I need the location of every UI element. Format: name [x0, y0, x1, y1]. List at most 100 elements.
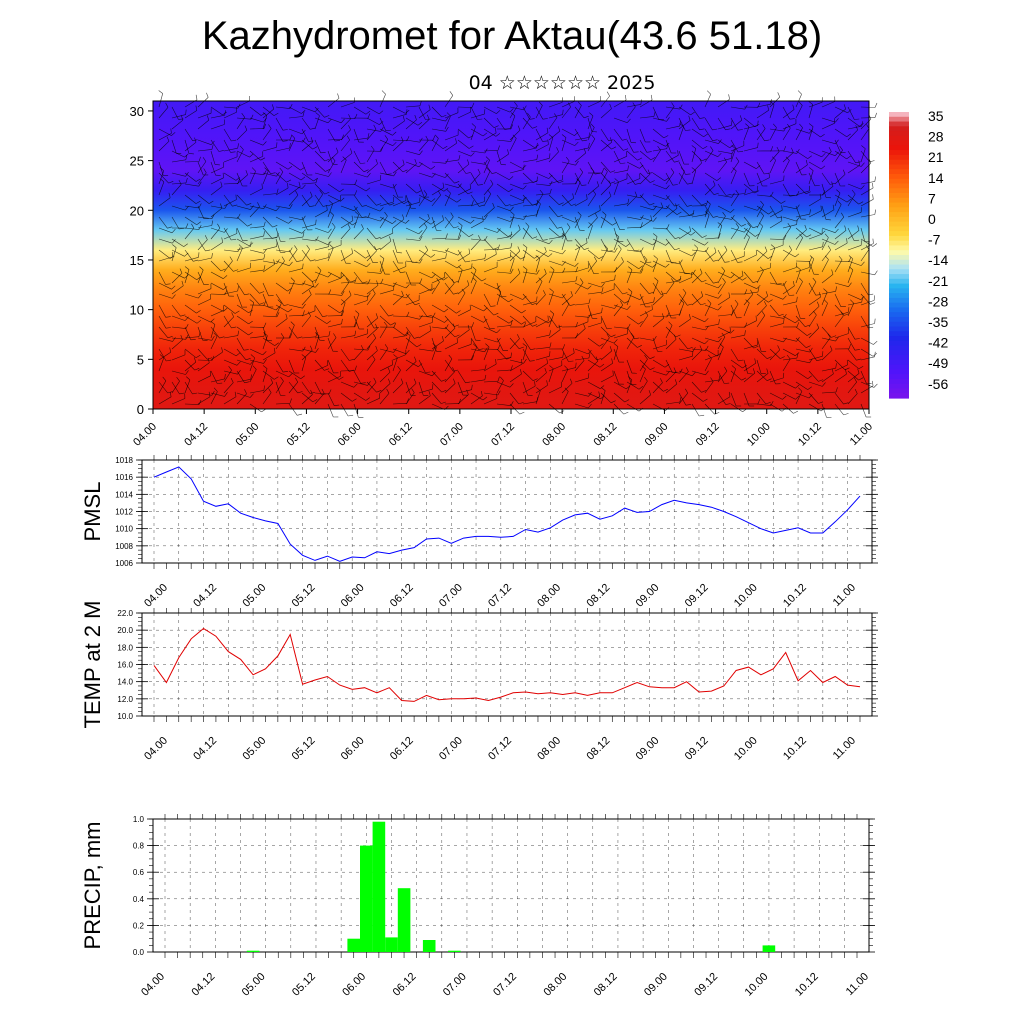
y-tick-label: 20 — [130, 203, 144, 218]
x-tick-label: 07.00 — [438, 421, 466, 449]
x-tick-label: 08.12 — [591, 421, 619, 449]
y-tick-label: 10.0 — [117, 712, 133, 721]
colorbar-label: 0 — [928, 211, 936, 227]
colorbar-cell — [889, 154, 909, 161]
colorbar-cell — [889, 116, 909, 123]
x-tick-label: 09.12 — [683, 735, 711, 763]
colorbar-cell — [889, 288, 909, 294]
colorbar-cell — [889, 188, 909, 194]
x-tick-label: 10.00 — [743, 971, 771, 999]
y-tick-label: 0.0 — [133, 948, 145, 957]
colorbar-cell — [889, 283, 909, 289]
colorbar-cell — [889, 393, 909, 399]
colorbar-cell — [889, 207, 909, 213]
x-tick-label: 05.00 — [240, 735, 268, 763]
x-tick-label: 07.00 — [441, 971, 469, 999]
colorbar-cell — [889, 269, 909, 275]
colorbar-cell — [889, 274, 909, 280]
precip-bar — [385, 937, 398, 952]
y-tick-label: 0.6 — [133, 868, 145, 877]
colorbar-cell — [889, 245, 909, 251]
x-tick-label: 10.00 — [732, 582, 760, 610]
y-tick-label: 5 — [137, 352, 144, 367]
colorbar-cell — [889, 355, 909, 361]
colorbar-cell — [889, 193, 909, 199]
colorbar-cell — [889, 131, 909, 137]
x-tick-label: 08.12 — [584, 735, 612, 763]
colorbar-label: -14 — [928, 252, 948, 268]
y-axis-label: PRECIP, mm — [80, 822, 105, 950]
precip-panel: 1.0 0.8 0.6 0.4 0.2 0.0 04.00 04.12 05.00 05.12 06… — [80, 814, 875, 999]
colorbar-cell — [889, 216, 909, 223]
chart-title: Kazhydromet for Aktau(43.6 51.18) — [201, 14, 823, 58]
x-tick-label: 04.12 — [189, 971, 217, 999]
colorbar-cell — [889, 340, 909, 347]
colorbar-cell — [889, 231, 909, 237]
colorbar-label: 35 — [928, 108, 944, 124]
colorbar-cell — [889, 345, 909, 351]
colorbar-cell — [889, 278, 909, 285]
colorbar-label: -42 — [928, 335, 948, 351]
colorbar-cell — [889, 388, 909, 394]
x-tick-label: 08.12 — [592, 971, 620, 999]
precip-bar — [448, 950, 461, 952]
y-tick-label: 0 — [137, 402, 144, 417]
x-tick-label: 11.00 — [831, 582, 858, 609]
colorbar-cell — [889, 212, 909, 218]
colorbar-cell — [889, 221, 909, 227]
x-tick-label: 08.00 — [535, 735, 563, 763]
y-tick-label: 1.0 — [133, 815, 145, 824]
colorbar-cell — [889, 183, 909, 189]
x-tick-label: 06.00 — [339, 735, 367, 763]
x-tick-label: 06.00 — [336, 421, 364, 449]
x-tick-label: 10.12 — [781, 735, 809, 763]
y-tick-label: 1016 — [115, 473, 133, 482]
x-tick-label: 07.12 — [486, 582, 514, 610]
x-tick-label: 09.12 — [683, 582, 711, 610]
colorbar-label: 21 — [928, 149, 944, 165]
colorbar-label: 7 — [928, 190, 936, 206]
x-tick-label: 09.00 — [642, 971, 670, 999]
colorbar-cell — [889, 378, 909, 385]
cross-section-panel: 0 5 10 15 20 25 30 04.00 04.12 05.00 05.12 06.00 06.… — [130, 90, 878, 449]
x-tick-label: 07.00 — [437, 735, 465, 763]
x-tick-label: 06.12 — [391, 971, 419, 999]
x-tick-label: 09.00 — [634, 582, 662, 610]
x-tick-label: 04.00 — [142, 582, 170, 610]
colorbar-cell — [889, 178, 909, 185]
x-tick-label: 05.00 — [240, 582, 268, 610]
colorbar-cell — [889, 259, 909, 266]
precip-bar — [762, 945, 776, 952]
colorbar-cell — [889, 145, 909, 151]
y-axis-label: PMSL — [80, 482, 105, 542]
colorbar-cell — [889, 121, 909, 127]
colorbar-label: -28 — [928, 293, 948, 309]
x-tick-label: 07.12 — [491, 971, 519, 999]
x-tick-label: 07.12 — [486, 735, 514, 763]
colorbar-cell — [889, 235, 909, 242]
colorbar-cell — [889, 150, 909, 156]
colorbar-cell — [889, 321, 909, 328]
x-tick-label: 04.00 — [142, 735, 170, 763]
x-tick-label: 08.00 — [535, 582, 563, 610]
x-tick-label: 10.12 — [796, 421, 824, 449]
y-tick-label: 0.8 — [133, 842, 145, 851]
x-tick-label: 05.12 — [290, 971, 318, 999]
y-tick-label: 25 — [130, 154, 144, 169]
x-tick-label: 06.12 — [387, 421, 415, 449]
temp-panel: 22.0 20.0 18.0 16.0 14.0 12.0 10.0 04.00 04.12 05… — [80, 601, 878, 763]
wind-barbs — [158, 90, 878, 418]
colorbar-cell — [889, 364, 909, 370]
y-tick-label: 18.0 — [117, 643, 133, 652]
y-tick-label: 1014 — [115, 490, 133, 499]
y-tick-label: 22.0 — [117, 609, 133, 618]
x-tick-label: 05.12 — [290, 582, 318, 610]
x-tick-label: 05.00 — [240, 971, 268, 999]
y-tick-label: 1018 — [115, 456, 133, 465]
colorbar-cell — [889, 173, 909, 180]
colorbar-label: -7 — [928, 232, 941, 248]
colorbar-cell — [889, 264, 909, 270]
x-tick-label: 11.00 — [831, 735, 858, 762]
colorbar-cell — [889, 383, 909, 390]
